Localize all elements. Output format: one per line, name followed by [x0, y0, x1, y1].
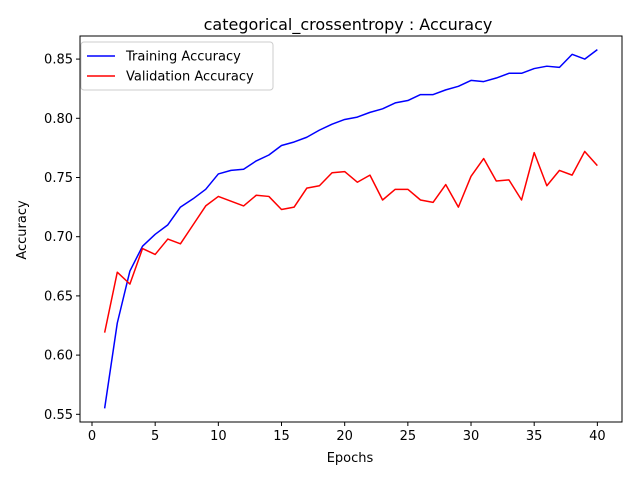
x-axis-ticks: 0 5 10 15 20 25 30 35 40 — [88, 422, 606, 444]
y-tick-label: 0.80 — [44, 112, 73, 127]
y-tick-label: 0.70 — [44, 230, 73, 245]
y-tick-label: 0.55 — [44, 408, 73, 423]
y-tick-label: 0.60 — [44, 349, 73, 364]
legend-label-validation: Validation Accuracy — [126, 70, 254, 85]
training-accuracy-line — [103, 49, 598, 409]
y-tick-label: 0.65 — [44, 289, 73, 304]
legend-label-training: Training Accuracy — [125, 50, 241, 65]
plot-area — [103, 49, 598, 409]
legend: Training Accuracy Validation Accuracy — [80, 41, 274, 91]
chart-title: categorical_crossentropy : Accuracy — [204, 15, 493, 35]
plot-frame — [79, 35, 623, 423]
x-tick-label: 5 — [151, 429, 159, 444]
validation-accuracy-line — [103, 150, 598, 333]
y-axis-label: Accuracy — [15, 200, 30, 260]
x-tick-label: 25 — [400, 429, 417, 444]
x-tick-label: 10 — [210, 429, 227, 444]
x-tick-label: 35 — [526, 429, 543, 444]
x-axis-label: Epochs — [327, 451, 374, 466]
x-tick-label: 40 — [589, 429, 606, 444]
x-tick-label: 0 — [88, 429, 96, 444]
x-tick-label: 30 — [463, 429, 480, 444]
legend-box — [80, 41, 274, 91]
y-tick-label: 0.85 — [44, 53, 73, 68]
y-tick-label: 0.75 — [44, 171, 73, 186]
x-tick-label: 15 — [273, 429, 290, 444]
x-tick-label: 20 — [336, 429, 353, 444]
y-axis-ticks: 0.55 0.60 0.65 0.70 0.75 0.80 0.85 — [44, 53, 80, 423]
